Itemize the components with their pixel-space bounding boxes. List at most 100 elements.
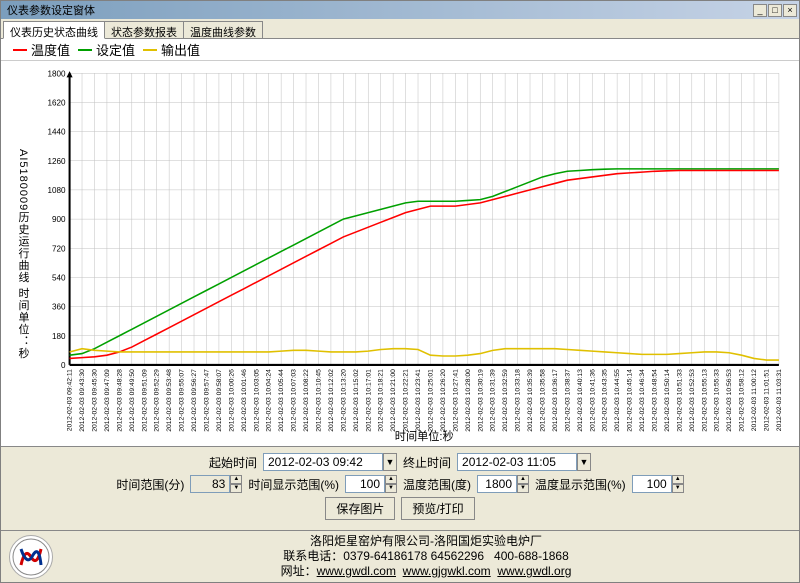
svg-text:2012-02-03 10:01:46: 2012-02-03 10:01:46: [241, 369, 248, 432]
svg-text:2012-02-03 10:15:02: 2012-02-03 10:15:02: [353, 369, 360, 432]
svg-text:2012-02-03 10:36:17: 2012-02-03 10:36:17: [552, 369, 559, 432]
svg-text:180: 180: [52, 332, 66, 341]
svg-text:2012-02-03 10:05:44: 2012-02-03 10:05:44: [278, 369, 285, 432]
svg-text:2012-02-03 10:48:54: 2012-02-03 10:48:54: [652, 369, 659, 432]
svg-text:0: 0: [61, 361, 66, 370]
svg-text:2012-02-03 10:38:37: 2012-02-03 10:38:37: [564, 369, 571, 432]
svg-text:2012-02-03 09:45:30: 2012-02-03 09:45:30: [92, 369, 99, 432]
close-button[interactable]: ×: [783, 4, 797, 17]
time-disp-label: 时间显示范围(%): [248, 476, 339, 493]
time-disp-spinner[interactable]: ▲▼: [345, 475, 397, 493]
spin-down-icon[interactable]: ▼: [385, 484, 397, 493]
svg-text:2012-02-03 09:48:28: 2012-02-03 09:48:28: [116, 369, 123, 432]
svg-text:2012-02-03 10:43:35: 2012-02-03 10:43:35: [602, 369, 609, 432]
footer-link-1[interactable]: www.gwdl.com: [317, 564, 396, 578]
svg-text:2012-02-03 10:46:34: 2012-02-03 10:46:34: [639, 369, 646, 432]
svg-text:2012-02-03 09:47:09: 2012-02-03 09:47:09: [104, 369, 111, 432]
app-window: 仪表参数设定窗体 _ □ × 仪表历史状态曲线 状态参数报表 温度曲线参数 温度…: [0, 0, 800, 583]
time-range-spinner[interactable]: ▲▼: [190, 475, 242, 493]
spin-down-icon[interactable]: ▼: [230, 484, 242, 493]
dropdown-icon[interactable]: ▼: [383, 453, 397, 471]
svg-text:2012-02-03 11:03:31: 2012-02-03 11:03:31: [776, 369, 783, 432]
tab-temp-curve-param[interactable]: 温度曲线参数: [183, 21, 263, 38]
temp-disp-input[interactable]: [632, 475, 672, 493]
start-time-picker[interactable]: ▼: [263, 453, 397, 471]
end-time-input[interactable]: [457, 453, 577, 471]
end-time-picker[interactable]: ▼: [457, 453, 591, 471]
svg-text:2012-02-03 10:00:26: 2012-02-03 10:00:26: [228, 369, 235, 432]
temp-range-spinner[interactable]: ▲▼: [477, 475, 529, 493]
svg-text:2012-02-03 10:18:21: 2012-02-03 10:18:21: [378, 369, 385, 432]
time-disp-input[interactable]: [345, 475, 385, 493]
svg-text:2012-02-03 10:13:20: 2012-02-03 10:13:20: [340, 369, 347, 432]
svg-text:2012-02-03 10:50:14: 2012-02-03 10:50:14: [664, 369, 671, 432]
url-label: 网址：: [281, 564, 317, 578]
phone-400: 400-688-1868: [494, 549, 569, 563]
company-name: 洛阳炬星窑炉有限公司-洛阳国炬实验电炉厂: [61, 534, 791, 549]
svg-text:时间单位:秒: 时间单位:秒: [395, 429, 454, 442]
logo-icon: [11, 537, 51, 577]
phone-label: 联系电话：0379-64186178 64562296: [283, 549, 484, 563]
spin-up-icon[interactable]: ▲: [517, 475, 529, 484]
svg-text:2012-02-03 10:41:36: 2012-02-03 10:41:36: [589, 369, 596, 432]
svg-text:2012-02-03 09:58:07: 2012-02-03 09:58:07: [216, 369, 223, 432]
chart-svg: 0180360540720900108012601440162018002012…: [33, 67, 785, 442]
end-time-label: 终止时间: [403, 454, 451, 471]
svg-text:360: 360: [52, 303, 66, 312]
tab-history-curve[interactable]: 仪表历史状态曲线: [3, 21, 105, 39]
svg-text:2012-02-03 09:57:47: 2012-02-03 09:57:47: [204, 369, 211, 432]
legend-swatch: [13, 49, 27, 51]
button-label: 预览/打印: [412, 502, 463, 516]
tab-param-report[interactable]: 状态参数报表: [104, 21, 184, 38]
svg-text:2012-02-03 10:55:33: 2012-02-03 10:55:33: [714, 369, 721, 432]
spin-up-icon[interactable]: ▲: [672, 475, 684, 484]
legend-item-setpoint: 设定值: [78, 40, 135, 59]
svg-text:2012-02-03 10:08:22: 2012-02-03 10:08:22: [303, 369, 310, 432]
svg-text:2012-02-03 10:26:20: 2012-02-03 10:26:20: [440, 369, 447, 432]
preview-print-button[interactable]: 预览/打印: [401, 497, 474, 520]
time-range-label: 时间范围(分): [116, 476, 184, 493]
legend-swatch: [78, 49, 92, 51]
temp-range-input[interactable]: [477, 475, 517, 493]
y-axis-label: AI5180009历史运行曲线 时间单位：秒: [15, 67, 33, 442]
svg-text:2012-02-03 10:44:55: 2012-02-03 10:44:55: [614, 369, 621, 432]
start-time-input[interactable]: [263, 453, 383, 471]
spin-up-icon[interactable]: ▲: [385, 475, 397, 484]
svg-text:2012-02-03 09:43:30: 2012-02-03 09:43:30: [79, 369, 86, 432]
minimize-button[interactable]: _: [753, 4, 767, 17]
save-image-button[interactable]: 保存图片: [325, 497, 395, 520]
temp-disp-spinner[interactable]: ▲▼: [632, 475, 684, 493]
temp-range-label: 温度范围(度): [403, 476, 471, 493]
legend-swatch: [143, 49, 157, 51]
tab-label: 仪表历史状态曲线: [10, 27, 98, 39]
legend-item-temperature: 温度值: [13, 40, 70, 59]
svg-text:900: 900: [52, 215, 66, 224]
svg-text:2012-02-03 09:52:29: 2012-02-03 09:52:29: [154, 369, 161, 432]
svg-text:2012-02-03 10:35:39: 2012-02-03 10:35:39: [527, 369, 534, 432]
footer-link-3[interactable]: www.gwdl.org: [497, 564, 571, 578]
legend: 温度值 设定值 输出值: [1, 39, 799, 61]
tab-label: 状态参数报表: [111, 27, 177, 39]
svg-text:2012-02-03 09:42:11: 2012-02-03 09:42:11: [67, 369, 74, 432]
temp-disp-label: 温度显示范围(%): [535, 476, 626, 493]
svg-text:2012-02-03 10:33:18: 2012-02-03 10:33:18: [515, 369, 522, 432]
svg-text:2012-02-03 10:03:05: 2012-02-03 10:03:05: [253, 369, 260, 432]
time-range-input: [190, 475, 230, 493]
spin-down-icon[interactable]: ▼: [672, 484, 684, 493]
spin-down-icon[interactable]: ▼: [517, 484, 529, 493]
svg-text:2012-02-03 10:28:00: 2012-02-03 10:28:00: [465, 369, 472, 432]
svg-text:1620: 1620: [47, 98, 65, 107]
button-label: 保存图片: [336, 502, 384, 516]
svg-text:2012-02-03 11:01:51: 2012-02-03 11:01:51: [764, 369, 771, 432]
svg-text:2012-02-03 09:49:50: 2012-02-03 09:49:50: [129, 369, 136, 432]
maximize-button[interactable]: □: [768, 4, 782, 17]
svg-text:720: 720: [52, 244, 66, 253]
svg-text:2012-02-03 09:51:09: 2012-02-03 09:51:09: [141, 369, 148, 432]
spin-up-icon[interactable]: ▲: [230, 475, 242, 484]
svg-text:2012-02-03 10:25:01: 2012-02-03 10:25:01: [428, 369, 435, 432]
svg-text:2012-02-03 10:35:58: 2012-02-03 10:35:58: [540, 369, 547, 432]
svg-text:2012-02-03 09:55:07: 2012-02-03 09:55:07: [179, 369, 186, 432]
footer-link-2[interactable]: www.gjgwkl.com: [403, 564, 491, 578]
dropdown-icon[interactable]: ▼: [577, 453, 591, 471]
svg-text:2012-02-03 10:30:19: 2012-02-03 10:30:19: [477, 369, 484, 432]
